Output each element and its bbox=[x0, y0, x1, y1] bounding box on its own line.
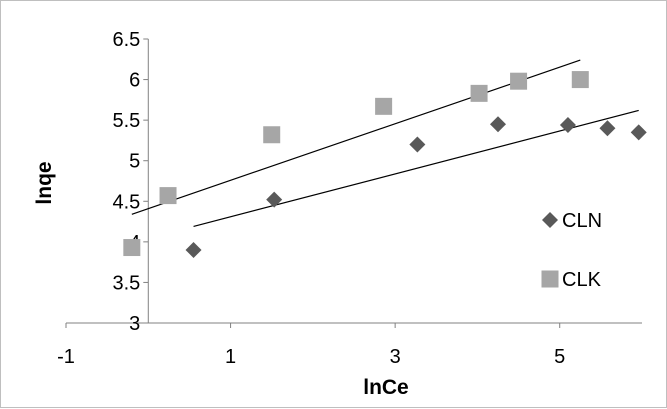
data-point-cln bbox=[559, 117, 576, 134]
y-tick-label: 6 bbox=[129, 70, 140, 92]
y-tick-label: 3.5 bbox=[112, 272, 140, 294]
data-point-clk bbox=[375, 97, 393, 115]
data-point-cln bbox=[630, 124, 647, 141]
data-point-cln bbox=[409, 136, 426, 153]
data-point-cln bbox=[266, 191, 283, 208]
data-point-clk bbox=[571, 71, 589, 89]
data-point-cln bbox=[599, 120, 616, 137]
y-tick-label: 4.5 bbox=[112, 191, 140, 213]
data-point-clk bbox=[510, 72, 528, 90]
data-point-clk bbox=[159, 187, 177, 205]
data-point-clk bbox=[263, 126, 281, 144]
trendlines-layer bbox=[131, 59, 639, 228]
y-tick-label: 5 bbox=[129, 151, 140, 173]
x-tick-label: 1 bbox=[225, 346, 236, 368]
data-point-clk bbox=[470, 84, 488, 102]
legend-label-cln: CLN bbox=[562, 210, 602, 232]
y-axis-title: lnqe bbox=[33, 161, 56, 204]
x-tick-label: -1 bbox=[57, 346, 75, 368]
data-points-layer bbox=[123, 71, 647, 258]
x-axis-title: lnCe bbox=[363, 376, 409, 399]
legend-marker-cln bbox=[542, 212, 558, 228]
y-tick-label: 3 bbox=[129, 313, 140, 335]
legend: CLN CLK bbox=[541, 210, 602, 291]
y-tick-label: 6.5 bbox=[112, 29, 140, 51]
data-point-cln bbox=[490, 116, 506, 133]
x-tick-label: 5 bbox=[554, 346, 565, 368]
data-point-clk bbox=[123, 239, 141, 257]
trendline-cln bbox=[193, 109, 639, 228]
legend-label-clk: CLK bbox=[562, 269, 602, 291]
legend-marker-clk bbox=[541, 270, 559, 288]
x-tick-label: 3 bbox=[390, 346, 401, 368]
trendline-clk bbox=[131, 59, 581, 215]
y-tick-label: 5.5 bbox=[112, 110, 140, 132]
data-point-cln bbox=[185, 241, 202, 258]
